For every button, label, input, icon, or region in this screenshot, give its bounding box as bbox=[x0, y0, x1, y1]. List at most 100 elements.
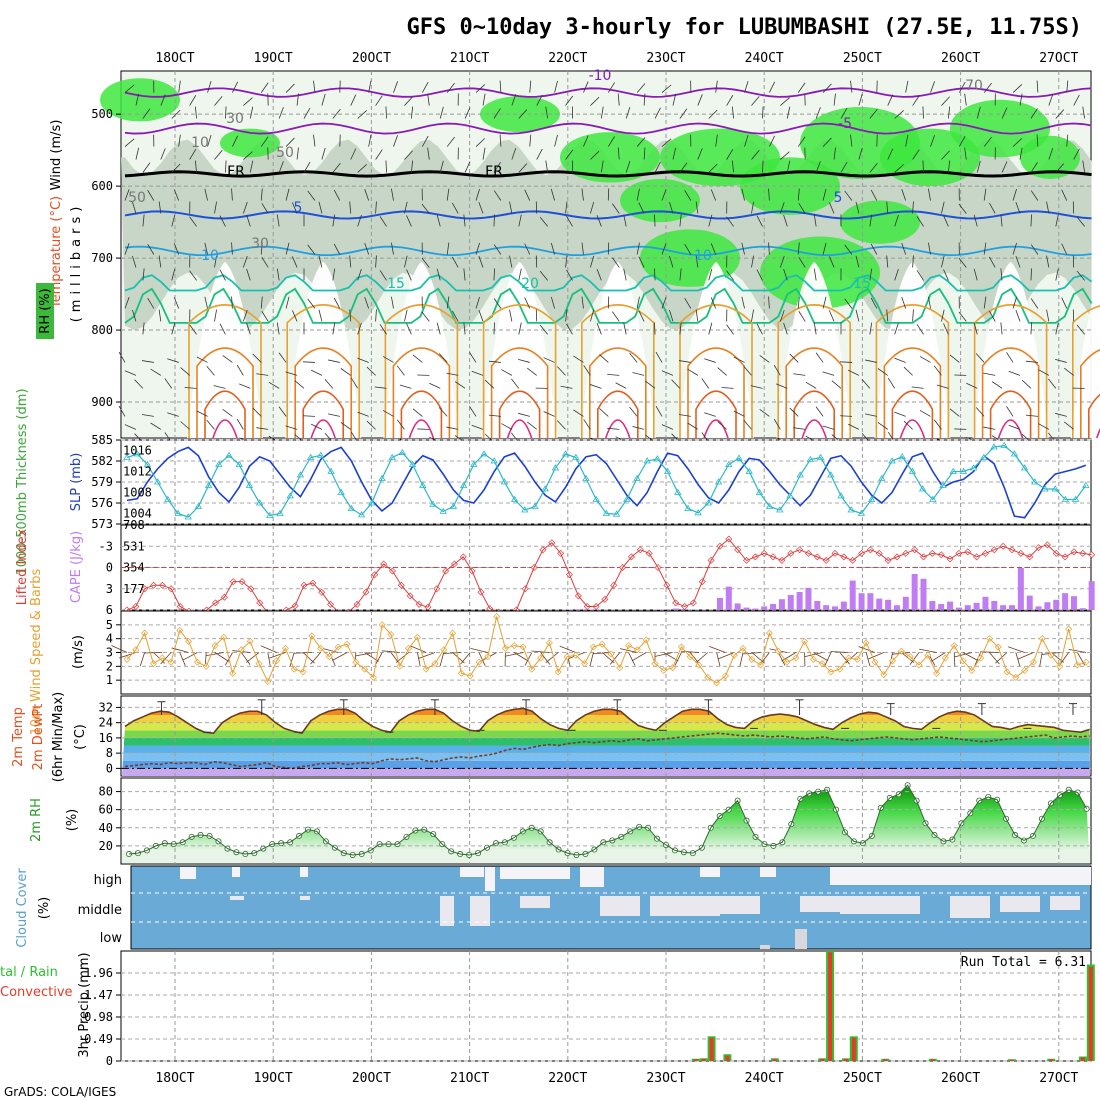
thickness-marker bbox=[1082, 481, 1090, 488]
wind-barb bbox=[196, 410, 208, 417]
wind-barb bbox=[142, 214, 145, 227]
wind-barb bbox=[623, 214, 627, 227]
wind-barb bbox=[786, 106, 791, 119]
wind-barb bbox=[661, 370, 674, 376]
wind-barb bbox=[661, 189, 667, 201]
wind-barb bbox=[189, 95, 197, 106]
wind-barb bbox=[901, 243, 907, 255]
wind-barb bbox=[599, 408, 609, 417]
wind-barb bbox=[583, 365, 591, 376]
wind-barb bbox=[204, 242, 208, 255]
wind-barb bbox=[171, 322, 176, 335]
wind-barb bbox=[1012, 138, 1023, 147]
tick-label: 20 bbox=[99, 839, 113, 853]
wind-barb bbox=[936, 384, 949, 389]
wind-barb bbox=[759, 355, 770, 363]
wind-barb bbox=[1076, 216, 1085, 227]
tick-label: 16 bbox=[99, 731, 113, 745]
wind-barb bbox=[583, 135, 589, 147]
wind-barb bbox=[798, 203, 806, 214]
wind-barb bbox=[509, 201, 513, 214]
wind-barb bbox=[438, 353, 448, 363]
wind-barb bbox=[805, 381, 817, 389]
wind-barb bbox=[726, 216, 734, 227]
dry-plume bbox=[678, 261, 754, 438]
wind-barb bbox=[204, 188, 208, 201]
wind-barb bbox=[333, 243, 341, 255]
wind-barb bbox=[717, 367, 727, 376]
run-total: Run Total = 6.31 bbox=[961, 955, 1086, 970]
cloud-gap-middle bbox=[1050, 896, 1080, 910]
wind-barb bbox=[958, 311, 967, 322]
wind-barb bbox=[922, 160, 924, 173]
wind-barb bbox=[958, 203, 967, 214]
dry-plume bbox=[1070, 276, 1100, 438]
wind-barb bbox=[375, 201, 377, 214]
wind-barb bbox=[822, 83, 832, 93]
wind-barb bbox=[870, 297, 878, 309]
wind-barb bbox=[321, 93, 326, 106]
slp-tick-label: 1008 bbox=[123, 486, 152, 500]
wind-barb bbox=[912, 95, 920, 106]
wind-barb bbox=[798, 311, 806, 322]
contour-label: -10 bbox=[589, 68, 612, 84]
tick-label: 3 bbox=[106, 646, 113, 660]
wind-barb bbox=[751, 255, 754, 268]
wind-barb bbox=[1019, 93, 1023, 106]
wind-barb bbox=[886, 255, 889, 268]
warm-contour bbox=[310, 419, 336, 439]
wind-barb bbox=[679, 322, 682, 335]
cloud-gap-middle bbox=[950, 896, 990, 918]
wind-barb bbox=[493, 190, 502, 201]
wind-barb bbox=[710, 297, 717, 309]
wind-barb bbox=[332, 268, 336, 281]
temp2m-ylabel1: 2m Temp bbox=[11, 707, 26, 767]
wind-barb bbox=[493, 268, 495, 281]
wind-barb bbox=[1055, 163, 1065, 173]
warm-contour bbox=[294, 347, 352, 438]
tick-label: 24 bbox=[99, 716, 113, 730]
cloud-gap-high bbox=[460, 867, 484, 877]
wind-barb bbox=[672, 147, 677, 160]
wind-barb bbox=[160, 652, 172, 665]
wind-barb bbox=[285, 242, 290, 255]
wind-barb bbox=[412, 408, 423, 417]
wind-barb bbox=[869, 108, 878, 119]
wind-barb bbox=[623, 322, 627, 335]
wind-barb bbox=[894, 411, 906, 417]
wind-barb bbox=[142, 322, 145, 335]
contour-label: -5 bbox=[838, 116, 852, 132]
wind-barb bbox=[589, 384, 602, 389]
tick-label: 0 bbox=[106, 761, 113, 775]
rh2m-panel: 20 40 60 80 2m RH (%) bbox=[29, 777, 1092, 865]
wind-barb bbox=[742, 652, 761, 655]
upper-ylabel-wind: Wind (m/s) bbox=[49, 120, 64, 191]
wind-barb bbox=[451, 256, 459, 268]
wind-barb bbox=[501, 369, 513, 376]
wind-barb bbox=[905, 134, 909, 147]
wind-barb bbox=[214, 255, 217, 268]
wind-barb bbox=[822, 137, 832, 147]
wind-barb bbox=[744, 134, 749, 147]
wind-barb bbox=[777, 652, 786, 666]
wind-barb bbox=[798, 257, 806, 268]
wind-barb bbox=[847, 369, 860, 376]
warm-contour bbox=[695, 390, 737, 438]
cape-bar bbox=[849, 580, 856, 610]
wind-barb bbox=[726, 324, 734, 335]
warm-contour bbox=[605, 419, 631, 439]
tick-label: 600 bbox=[91, 179, 113, 193]
tick-label: 0.98 bbox=[84, 1010, 113, 1024]
wind-barb bbox=[661, 297, 667, 309]
precip-convective-bar bbox=[701, 1058, 706, 1061]
contour-label: 10 bbox=[191, 135, 209, 151]
wind-barb bbox=[1025, 360, 1038, 363]
wind-barb bbox=[593, 652, 612, 655]
cloud-gap-middle bbox=[470, 896, 490, 926]
cloud-unit: (%) bbox=[37, 897, 52, 920]
wind-barb bbox=[531, 650, 550, 653]
wind-barb bbox=[855, 255, 860, 268]
wind-barb bbox=[439, 652, 445, 667]
wind-barb bbox=[340, 368, 351, 376]
wind-barb bbox=[124, 297, 130, 309]
